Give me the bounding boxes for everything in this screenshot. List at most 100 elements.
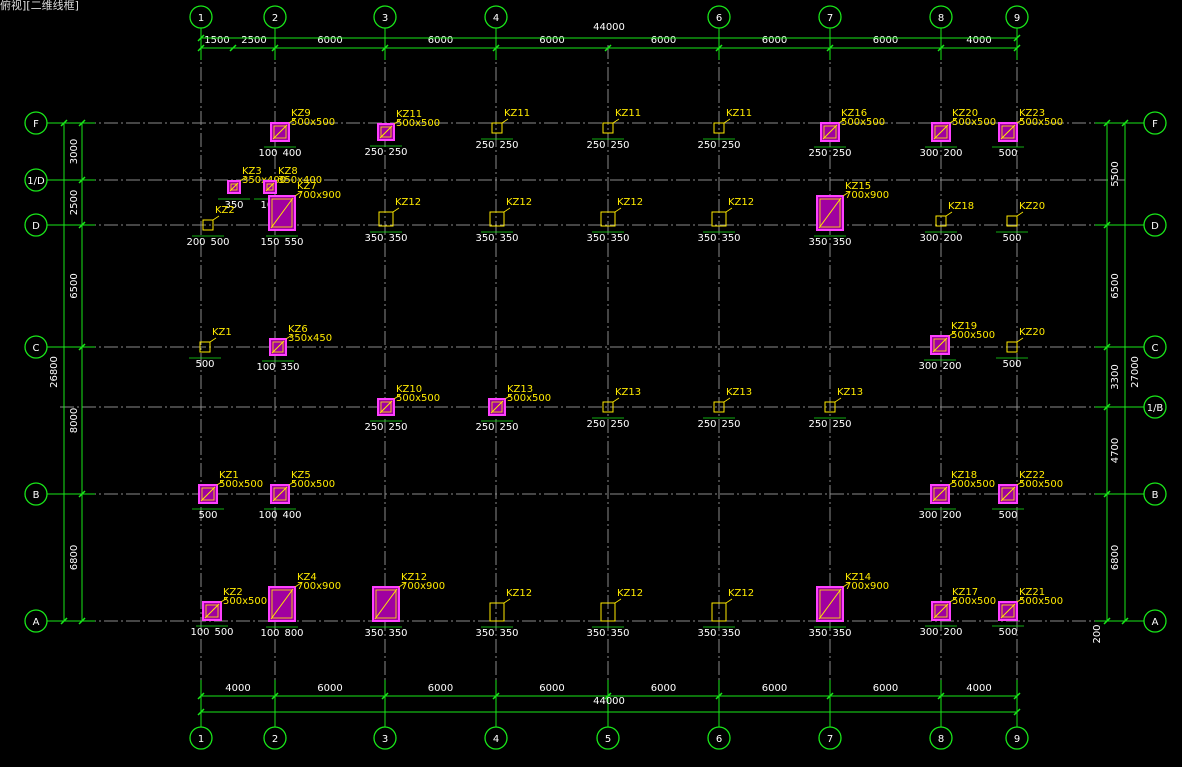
column-dim: 250: [364, 147, 383, 158]
column-core: [380, 126, 392, 138]
column-core: [380, 401, 392, 413]
column-dim: 500: [998, 510, 1017, 521]
label-leader: [239, 176, 247, 182]
axis-label: C: [1152, 343, 1159, 354]
column-core: [819, 198, 841, 228]
column-dim: 250: [388, 422, 407, 433]
column-dim: 800: [284, 628, 303, 639]
dim-tick: [1103, 221, 1111, 229]
axis-bubble: [1143, 213, 1167, 237]
axis-bubble: [929, 5, 953, 29]
column-dim: 350: [586, 233, 605, 244]
column-size: 500x500: [951, 330, 995, 341]
axis-bubble: [24, 168, 48, 192]
column-core: [933, 487, 947, 501]
column-dim: 100: [258, 510, 277, 521]
hatch: [932, 486, 948, 502]
label-leader: [725, 207, 733, 213]
dim-text: 5500: [1110, 161, 1121, 186]
axis-label: 8: [938, 734, 944, 745]
hatch: [379, 125, 393, 139]
axis-bubble: [818, 5, 842, 29]
column-dim: 350: [475, 628, 494, 639]
axis-label: 1/D: [27, 176, 45, 187]
column-size: 500x500: [396, 393, 440, 404]
dim-tick: [197, 708, 205, 716]
axis-bubble: [1143, 395, 1167, 419]
column-dim: 350: [721, 233, 740, 244]
axis-bubble: [1005, 726, 1029, 750]
column: [711, 602, 727, 622]
column-dim: 250: [499, 422, 518, 433]
axis-bubble: [929, 726, 953, 750]
column-dim: 250: [808, 419, 827, 430]
column-size: 500x500: [507, 393, 551, 404]
column-dim: 400: [282, 148, 301, 159]
dim-text: 6800: [1110, 545, 1121, 570]
column-dim: 350: [364, 628, 383, 639]
dim-tick: [715, 44, 723, 52]
dim-text: 4700: [1110, 438, 1121, 463]
column-size: 700x900: [401, 581, 445, 592]
column-core: [230, 183, 238, 191]
dim-tick: [78, 176, 86, 184]
label-leader: [614, 598, 622, 604]
column-dim: 500: [998, 627, 1017, 638]
column-dim: 250: [586, 140, 605, 151]
column-dim: 250: [832, 419, 851, 430]
axis-label: B: [1152, 490, 1159, 501]
axis-label: 2: [272, 13, 278, 24]
column: [489, 211, 505, 227]
column: [711, 211, 727, 227]
axis-label: 5: [605, 734, 611, 745]
column-dim: 250: [721, 419, 740, 430]
column-dim: 250: [832, 148, 851, 159]
axis-label: 4: [493, 734, 499, 745]
column-label: KZ14: [845, 572, 871, 583]
label-leader: [1016, 337, 1024, 343]
label-leader: [393, 394, 401, 400]
dim-text: 6000: [539, 35, 564, 46]
dim-tick: [78, 119, 86, 127]
label-leader: [949, 597, 957, 603]
axis-bubble: [373, 5, 397, 29]
column-label: KZ21: [1019, 587, 1045, 598]
axis-label: B: [33, 490, 40, 501]
axis-label: 7: [827, 13, 833, 24]
dim-tick: [937, 44, 945, 52]
column: [600, 602, 616, 622]
dim-text: 6000: [873, 683, 898, 694]
axis-label: 2: [272, 734, 278, 745]
label-leader: [275, 176, 283, 182]
hatch: [272, 124, 288, 140]
dim-tick: [197, 692, 205, 700]
axis-label: 9: [1014, 13, 1020, 24]
column-dim: 350: [808, 628, 827, 639]
column-size: 500x500: [952, 117, 996, 128]
column-size: 500x500: [219, 479, 263, 490]
column-label: KZ13: [507, 384, 533, 395]
column-dim: 200: [943, 148, 962, 159]
dim-text: 4000: [966, 35, 991, 46]
column-dim: 300: [919, 148, 938, 159]
hatch: [933, 124, 949, 140]
label-leader: [288, 118, 296, 124]
axis-bubble: [24, 482, 48, 506]
label-leader: [393, 119, 401, 125]
column-label: KZ12: [401, 572, 427, 583]
column-label: KZ15: [845, 181, 871, 192]
column-dim: 350: [610, 233, 629, 244]
dim-tick: [1103, 490, 1111, 498]
axis-label: 1: [198, 734, 204, 745]
column-core: [201, 487, 215, 501]
column-label: KZ11: [396, 109, 422, 120]
dim-text: 6800: [69, 545, 80, 570]
column-dim: 300: [918, 361, 937, 372]
axis-label: F: [1152, 119, 1158, 130]
column-size: 500x500: [1019, 596, 1063, 607]
column-size: 500x500: [952, 596, 996, 607]
column-size: 500x500: [223, 596, 267, 607]
column-size: 500x500: [291, 117, 335, 128]
column-core: [1001, 487, 1015, 501]
